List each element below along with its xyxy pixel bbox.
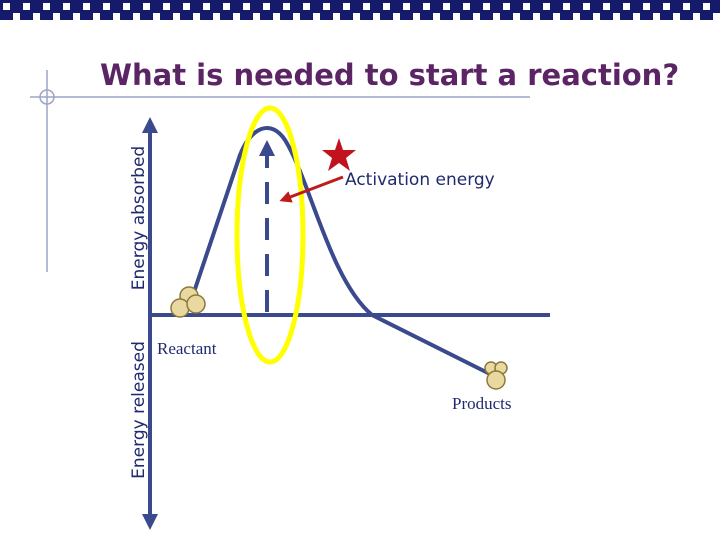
title: What is needed to start a reaction? bbox=[100, 58, 679, 92]
header-bar bbox=[0, 0, 720, 20]
reactant-label: Reactant bbox=[157, 339, 217, 358]
crosshair bbox=[39, 89, 55, 105]
star bbox=[322, 138, 356, 171]
y-label-lower: Energy released bbox=[129, 341, 149, 479]
activation-label: Activation energy bbox=[345, 170, 495, 190]
product-molecule bbox=[484, 361, 508, 390]
y-label-upper: Energy absorbed bbox=[129, 146, 149, 290]
reactant-molecule bbox=[170, 286, 206, 318]
pointer-arrow bbox=[279, 175, 344, 203]
products-label: Products bbox=[452, 394, 512, 413]
highlight-ellipse bbox=[234, 105, 306, 365]
